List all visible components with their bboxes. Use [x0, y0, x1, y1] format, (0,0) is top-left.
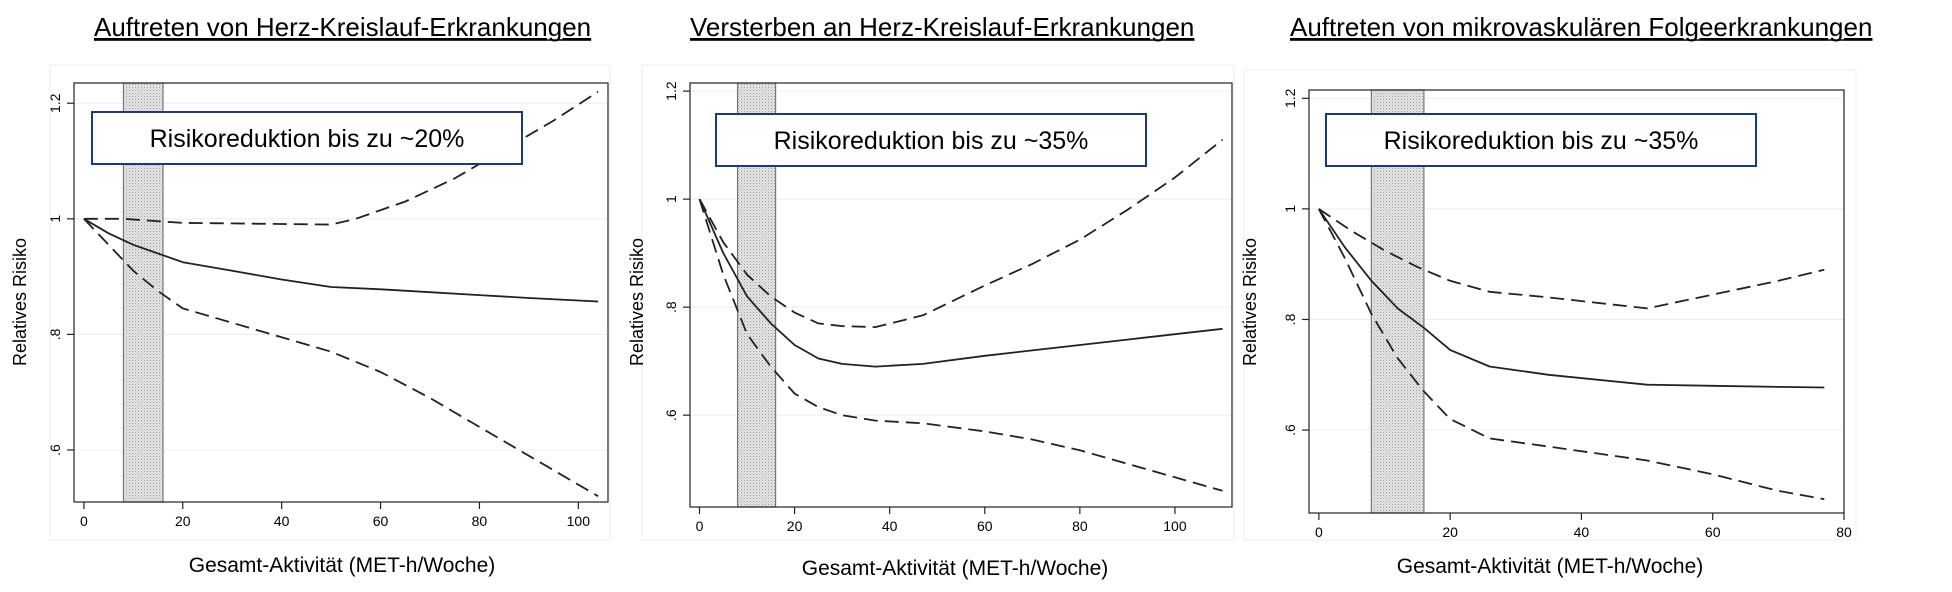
y-tick-label: 1 — [663, 195, 679, 203]
x-tick-label: 0 — [1315, 524, 1323, 540]
outer-frame — [1243, 69, 1857, 541]
x-tick-label: 0 — [696, 518, 704, 534]
x-tick-label: 40 — [882, 518, 898, 534]
annotation-text: Risikoreduktion bis zu ~20% — [150, 125, 465, 153]
chart-title: Versterben an Herz-Kreislauf-Erkrankunge… — [690, 12, 1194, 42]
y-tick-label: 1.2 — [1282, 88, 1298, 108]
x-tick-label: 60 — [977, 518, 993, 534]
y-tick-label: 1 — [47, 215, 63, 223]
outer-frame — [641, 64, 1235, 541]
chart-3 — [1243, 39, 1873, 541]
y-tick-label: 1 — [1282, 205, 1298, 213]
confidence-line — [698, 198, 1223, 492]
x-tick-label: 20 — [1442, 524, 1458, 540]
x-tick-label: 20 — [787, 518, 803, 534]
x-tick-label: 20 — [175, 513, 191, 529]
x-tick-label: 80 — [1072, 518, 1088, 534]
plot-frame — [73, 82, 609, 503]
y-axis-label: Relatives Risiko — [10, 238, 30, 366]
confidence-line — [83, 218, 599, 497]
y-axis-label: Relatives Risiko — [1240, 238, 1260, 366]
confidence-line — [698, 138, 1224, 328]
chart-title: Auftreten von mikrovaskulären Folgeerkra… — [1290, 12, 1872, 42]
estimate-line — [698, 198, 1223, 368]
estimate-line — [1318, 208, 1825, 389]
plot-frame — [689, 82, 1233, 508]
annotation-text: Risikoreduktion bis zu ~35% — [774, 127, 1089, 155]
annotation-box — [1325, 113, 1757, 167]
x-axis-label: Gesamt-Aktivität (MET-h/Woche) — [189, 554, 496, 577]
confidence-line — [1318, 208, 1825, 310]
chart-1 — [49, 39, 611, 541]
x-tick-label: 100 — [567, 513, 591, 529]
x-tick-label: 60 — [1705, 524, 1721, 540]
plot-frame — [1308, 89, 1845, 514]
chart-title: Auftreten von Herz-Kreislauf-Erkrankunge… — [94, 12, 591, 42]
x-tick-label: 0 — [80, 513, 88, 529]
y-tick-label: .8 — [47, 328, 63, 340]
outer-frame — [49, 64, 611, 541]
annotation-box — [715, 113, 1147, 167]
x-tick-label: 100 — [1163, 518, 1187, 534]
estimate-line — [83, 218, 599, 303]
chart-2 — [641, 39, 1235, 541]
x-tick-label: 80 — [472, 513, 488, 529]
y-tick-label: .6 — [1282, 424, 1298, 436]
annotation-box — [91, 111, 523, 165]
y-tick-label: .6 — [663, 409, 679, 421]
x-tick-label: 40 — [1574, 524, 1590, 540]
x-tick-label: 40 — [274, 513, 290, 529]
x-tick-label: 80 — [1836, 524, 1852, 540]
x-tick-label: 60 — [373, 513, 389, 529]
y-axis-label: Relatives Risiko — [627, 238, 647, 366]
annotation-text: Risikoreduktion bis zu ~35% — [1384, 127, 1699, 155]
confidence-line — [1318, 208, 1825, 501]
x-axis-label: Gesamt-Aktivität (MET-h/Woche) — [802, 557, 1109, 580]
y-tick-label: 1.2 — [663, 81, 679, 101]
y-tick-label: .8 — [663, 301, 679, 313]
y-tick-label: .6 — [47, 444, 63, 456]
y-tick-label: .8 — [1282, 313, 1298, 325]
y-tick-label: 1.2 — [47, 93, 63, 113]
x-axis-label: Gesamt-Aktivität (MET-h/Woche) — [1397, 555, 1704, 578]
